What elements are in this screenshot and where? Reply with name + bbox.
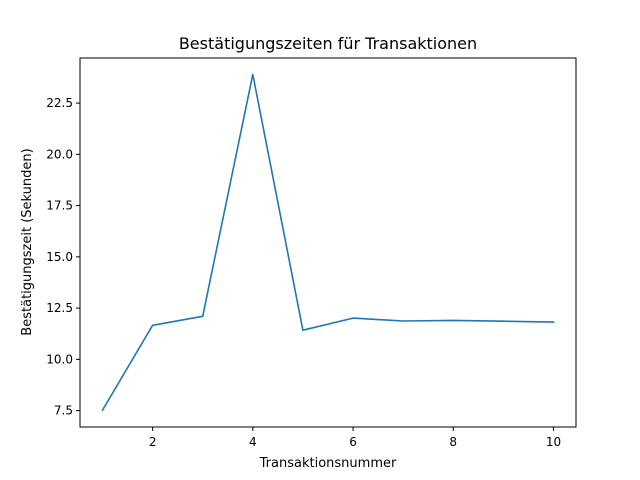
series-line-0 <box>101 73 555 412</box>
x-tick-label: 8 <box>449 435 457 449</box>
y-tick-label: 22.5 <box>46 96 73 110</box>
plot-frame <box>79 57 577 428</box>
series-layer <box>101 73 555 412</box>
y-tick-label: 12.5 <box>46 301 73 315</box>
x-axis-label: Transaktionsnummer <box>259 456 397 471</box>
x-tick-label: 4 <box>249 435 257 449</box>
x-tick-label: 6 <box>349 435 357 449</box>
y-tick-label: 15.0 <box>46 250 73 264</box>
y-axis-ticks: 7.5 10.0 12.5 15.0 17.5 20.0 22.5 <box>46 96 80 418</box>
x-tick-label: 2 <box>149 435 157 449</box>
x-tick-label: 10 <box>546 435 561 449</box>
y-tick-label: 17.5 <box>46 199 73 213</box>
y-axis-label: Bestätigungszeit (Sekunden) <box>20 148 35 335</box>
y-tick-label: 10.0 <box>46 352 73 366</box>
y-tick-label: 7.5 <box>54 404 73 418</box>
chart-title: Bestätigungszeiten für Transaktionen <box>179 34 477 53</box>
x-axis-ticks: 2 4 6 8 10 <box>149 427 561 449</box>
y-tick-label: 20.0 <box>46 147 73 161</box>
